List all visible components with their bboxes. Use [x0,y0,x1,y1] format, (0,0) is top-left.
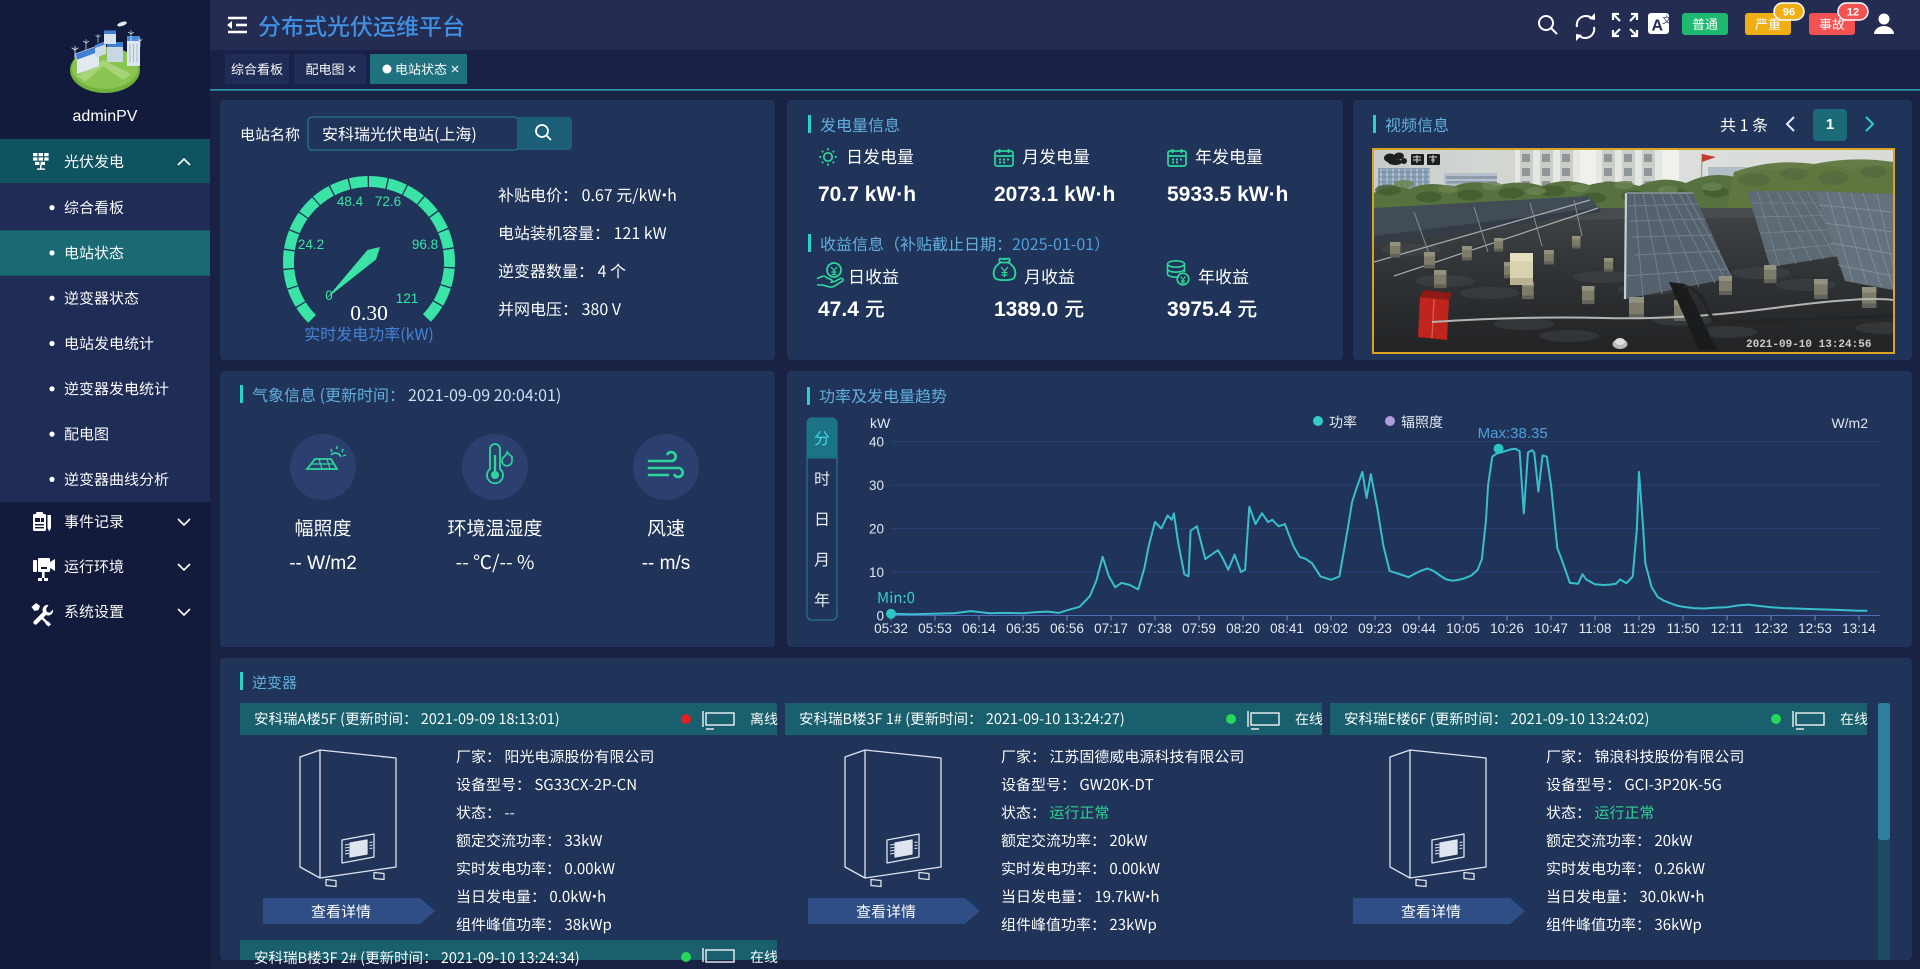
svg-text:05:32: 05:32 [874,621,908,636]
svg-text:72.6: 72.6 [375,194,401,209]
svg-text:Max:38.35: Max:38.35 [1478,425,1548,442]
svg-text:24.2: 24.2 [298,237,324,252]
svg-text:12:53: 12:53 [1798,621,1832,636]
svg-text:09:23: 09:23 [1358,621,1392,636]
svg-text:07:17: 07:17 [1094,621,1128,636]
svg-text:0: 0 [876,609,884,624]
svg-text:09:02: 09:02 [1314,621,1348,636]
svg-text:07:59: 07:59 [1182,621,1216,636]
svg-text:48.4: 48.4 [337,194,364,209]
svg-text:07:38: 07:38 [1138,621,1172,636]
svg-text:40: 40 [869,435,884,450]
svg-text:2021-09-10 13:24:56: 2021-09-10 13:24:56 [1746,339,1871,351]
svg-text:10:47: 10:47 [1534,621,1568,636]
svg-text:1389.0: 1389.0 [994,298,1058,321]
svg-text:08:20: 08:20 [1226,621,1260,636]
svg-text:96: 96 [1783,7,1795,19]
svg-text:1: 1 [1826,116,1834,133]
svg-text:12:32: 12:32 [1754,621,1788,636]
svg-text:11:29: 11:29 [1623,621,1656,636]
svg-text:121: 121 [396,291,419,306]
svg-text:W/m2: W/m2 [1831,415,1868,431]
svg-text:09:44: 09:44 [1402,621,1436,636]
svg-text:2073.1 kW·h: 2073.1 kW·h [994,183,1115,206]
svg-text:20: 20 [869,522,884,537]
svg-text:96.8: 96.8 [412,237,438,252]
svg-text:10:05: 10:05 [1446,621,1480,636]
svg-text:5933.5 kW·h: 5933.5 kW·h [1167,183,1288,206]
svg-text:-- m/s: -- m/s [642,553,691,574]
svg-text:08:41: 08:41 [1270,621,1304,636]
svg-text:12: 12 [1847,7,1859,19]
svg-text:-- W/m2: -- W/m2 [289,553,357,574]
svg-text:06:35: 06:35 [1006,621,1040,636]
svg-text:06:14: 06:14 [962,621,996,636]
svg-text:05:53: 05:53 [918,621,952,636]
svg-text:13:14: 13:14 [1842,621,1876,636]
svg-text:0: 0 [325,288,333,303]
svg-text:3975.4: 3975.4 [1167,298,1232,321]
svg-text:A: A [1652,18,1664,35]
svg-text:10:26: 10:26 [1490,621,1524,636]
svg-text:70.7 kW·h: 70.7 kW·h [818,183,916,206]
svg-text:kW: kW [870,415,891,431]
svg-text:06:56: 06:56 [1050,621,1084,636]
svg-text:10: 10 [869,565,884,580]
svg-text:11:08: 11:08 [1579,621,1612,636]
svg-text:30: 30 [869,478,884,493]
svg-text:11:50: 11:50 [1667,621,1700,636]
svg-text:0.30: 0.30 [350,301,388,325]
svg-text:adminPV: adminPV [73,108,138,125]
svg-text:47.4: 47.4 [818,298,859,321]
svg-text:12:11: 12:11 [1711,621,1744,636]
